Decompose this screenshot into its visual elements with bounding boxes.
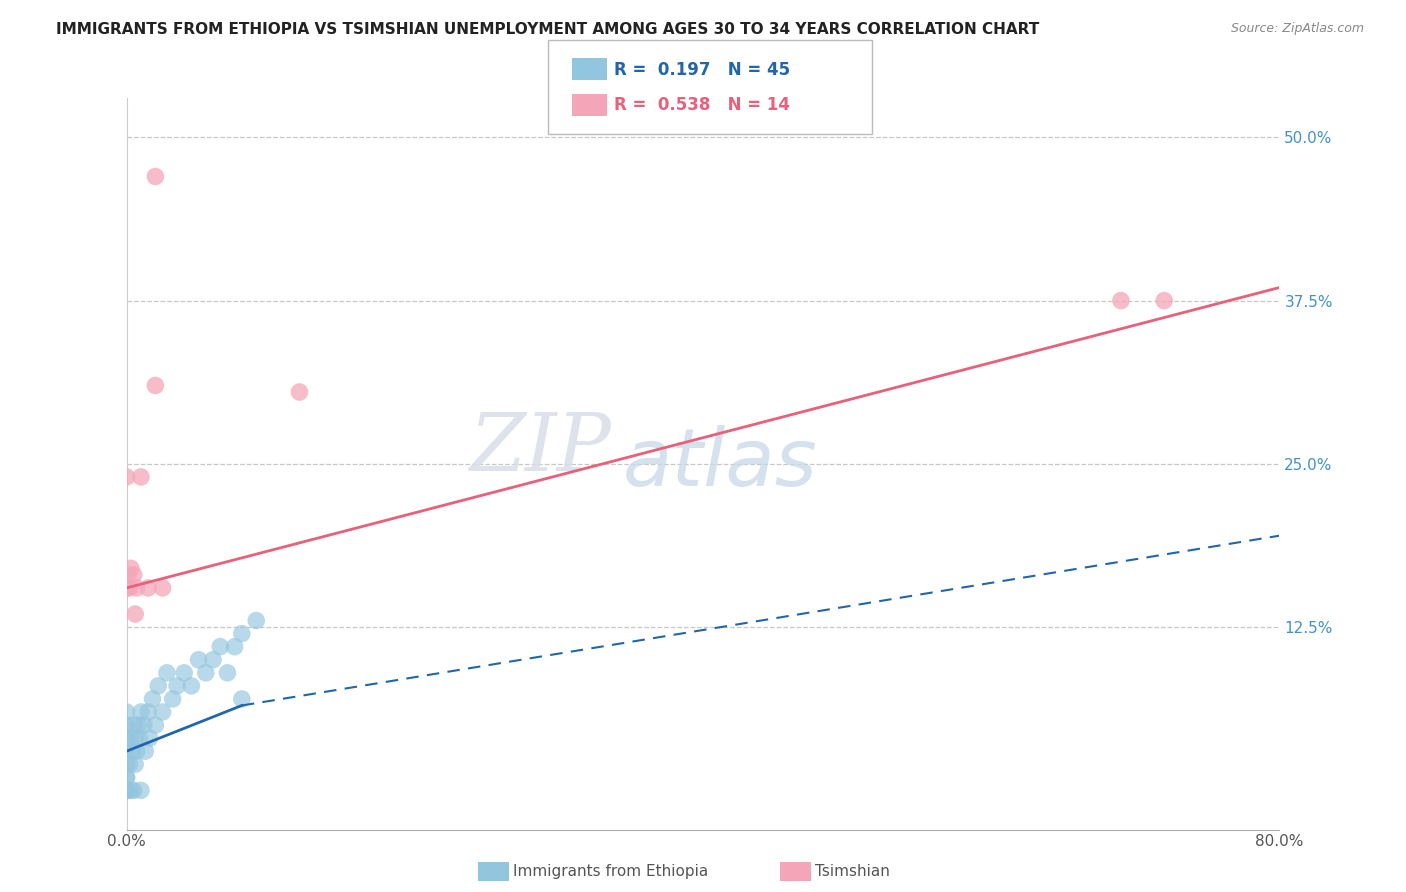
Point (118, 757, 141, 772)
Point (136, 581, 159, 595)
Text: R =  0.538   N = 14: R = 0.538 N = 14 (614, 96, 790, 114)
Point (115, 783, 138, 797)
Point (152, 705, 174, 719)
Point (115, 770, 138, 784)
Point (134, 744, 156, 758)
Point (166, 679, 188, 693)
Point (122, 718, 145, 732)
Point (115, 770, 138, 784)
Point (124, 757, 146, 772)
Point (127, 718, 149, 732)
Point (231, 626, 253, 640)
Point (117, 567, 139, 582)
Point (120, 783, 142, 797)
Text: R =  0.197   N = 45: R = 0.197 N = 45 (614, 61, 790, 78)
Point (288, 384, 311, 399)
Point (120, 561, 142, 575)
Point (1153, 293, 1175, 308)
Point (125, 744, 148, 758)
Point (115, 705, 138, 719)
Point (180, 679, 202, 693)
Point (129, 783, 152, 797)
Text: Source: ZipAtlas.com: Source: ZipAtlas.com (1230, 22, 1364, 36)
Point (115, 744, 138, 758)
Point (224, 640, 246, 654)
Text: Immigrants from Ethiopia: Immigrants from Ethiopia (513, 864, 709, 879)
Point (115, 731, 138, 746)
Point (122, 783, 145, 797)
Point (217, 665, 239, 680)
Point (231, 692, 253, 706)
Text: ZIP: ZIP (470, 410, 610, 488)
Point (115, 581, 138, 595)
Point (148, 679, 170, 693)
Text: Tsimshian: Tsimshian (815, 864, 890, 879)
Point (145, 718, 166, 732)
Point (122, 567, 145, 582)
Text: IMMIGRANTS FROM ETHIOPIA VS TSIMSHIAN UNEMPLOYMENT AMONG AGES 30 TO 34 YEARS COR: IMMIGRANTS FROM ETHIOPIA VS TSIMSHIAN UN… (56, 22, 1039, 37)
Point (145, 378, 166, 392)
Point (129, 705, 152, 719)
Point (141, 692, 163, 706)
Point (115, 783, 138, 797)
Point (209, 640, 232, 654)
Point (245, 614, 267, 628)
Point (138, 731, 160, 746)
Point (115, 470, 138, 484)
Point (115, 783, 138, 797)
Point (125, 581, 148, 595)
Point (162, 692, 184, 706)
Point (132, 718, 155, 732)
Point (202, 653, 225, 667)
Point (173, 665, 195, 680)
Point (128, 731, 150, 746)
Point (1109, 293, 1132, 308)
Point (115, 718, 138, 732)
Point (124, 731, 146, 746)
Point (152, 581, 174, 595)
Point (194, 665, 217, 680)
Point (136, 705, 159, 719)
Point (118, 581, 141, 595)
Point (124, 607, 146, 621)
Point (115, 757, 138, 772)
Text: atlas: atlas (623, 425, 817, 503)
Point (120, 731, 142, 746)
Point (156, 665, 179, 680)
Point (187, 653, 209, 667)
Point (121, 744, 143, 758)
Point (145, 169, 166, 184)
Point (129, 470, 152, 484)
